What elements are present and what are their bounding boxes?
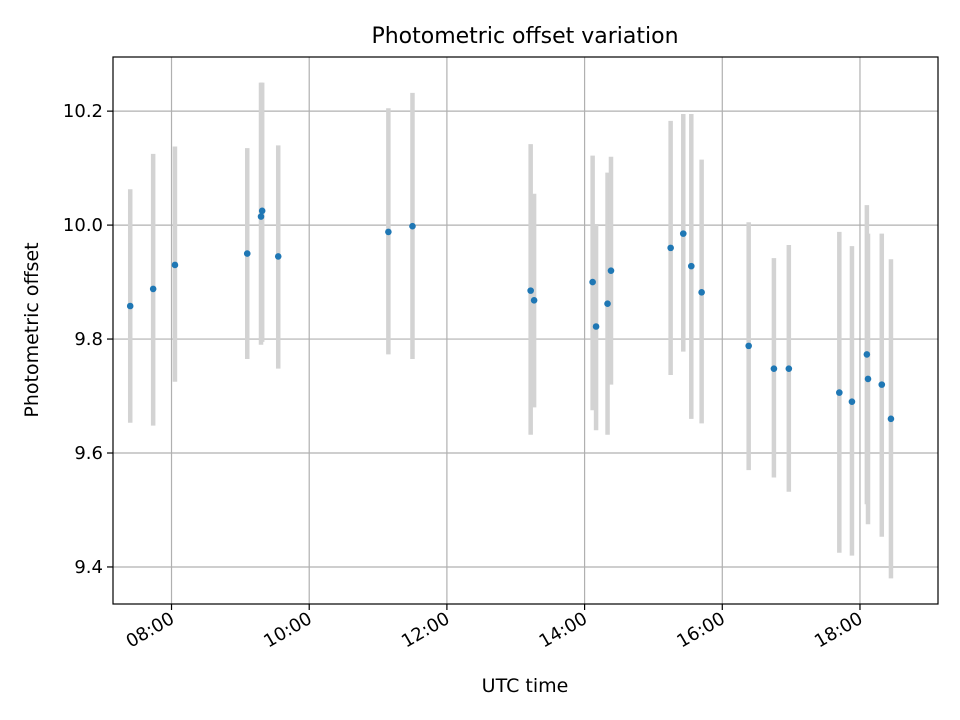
data-point — [698, 289, 705, 296]
x-axis-label: UTC time — [482, 675, 569, 697]
data-point — [257, 213, 265, 220]
data-points — [126, 207, 895, 423]
axes-frame — [112, 56, 939, 605]
data-point — [527, 287, 534, 294]
data-point — [126, 302, 134, 310]
data-point — [530, 297, 538, 304]
data-point — [274, 253, 282, 260]
data-point — [863, 351, 871, 358]
data-point — [679, 230, 687, 237]
data-point — [688, 262, 695, 270]
data-point — [589, 278, 596, 286]
data-point — [785, 365, 793, 372]
data-point — [409, 222, 416, 230]
y-tick-label: 10.2 — [63, 101, 103, 122]
data-point — [770, 365, 778, 372]
y-tick-label: 9.4 — [74, 557, 103, 578]
data-point — [745, 342, 752, 350]
y-tick-label: 9.6 — [74, 443, 103, 464]
data-point — [887, 415, 895, 423]
data-point — [149, 285, 157, 293]
data-point — [243, 250, 251, 257]
data-point — [171, 261, 179, 269]
data-point — [607, 267, 615, 274]
y-tick-label: 9.8 — [74, 329, 103, 350]
data-point — [878, 381, 886, 388]
data-point — [592, 323, 600, 330]
data-point — [385, 228, 392, 236]
data-point — [258, 207, 266, 215]
data-point — [604, 300, 611, 308]
y-tick-label: 10.0 — [63, 215, 103, 236]
data-point — [667, 244, 674, 252]
data-point — [848, 398, 856, 406]
data-point — [864, 375, 872, 383]
grid — [113, 57, 938, 604]
chart-title: Photometric offset variation — [371, 24, 678, 49]
data-point — [836, 389, 843, 396]
y-axis-label: Photometric offset — [21, 242, 43, 417]
